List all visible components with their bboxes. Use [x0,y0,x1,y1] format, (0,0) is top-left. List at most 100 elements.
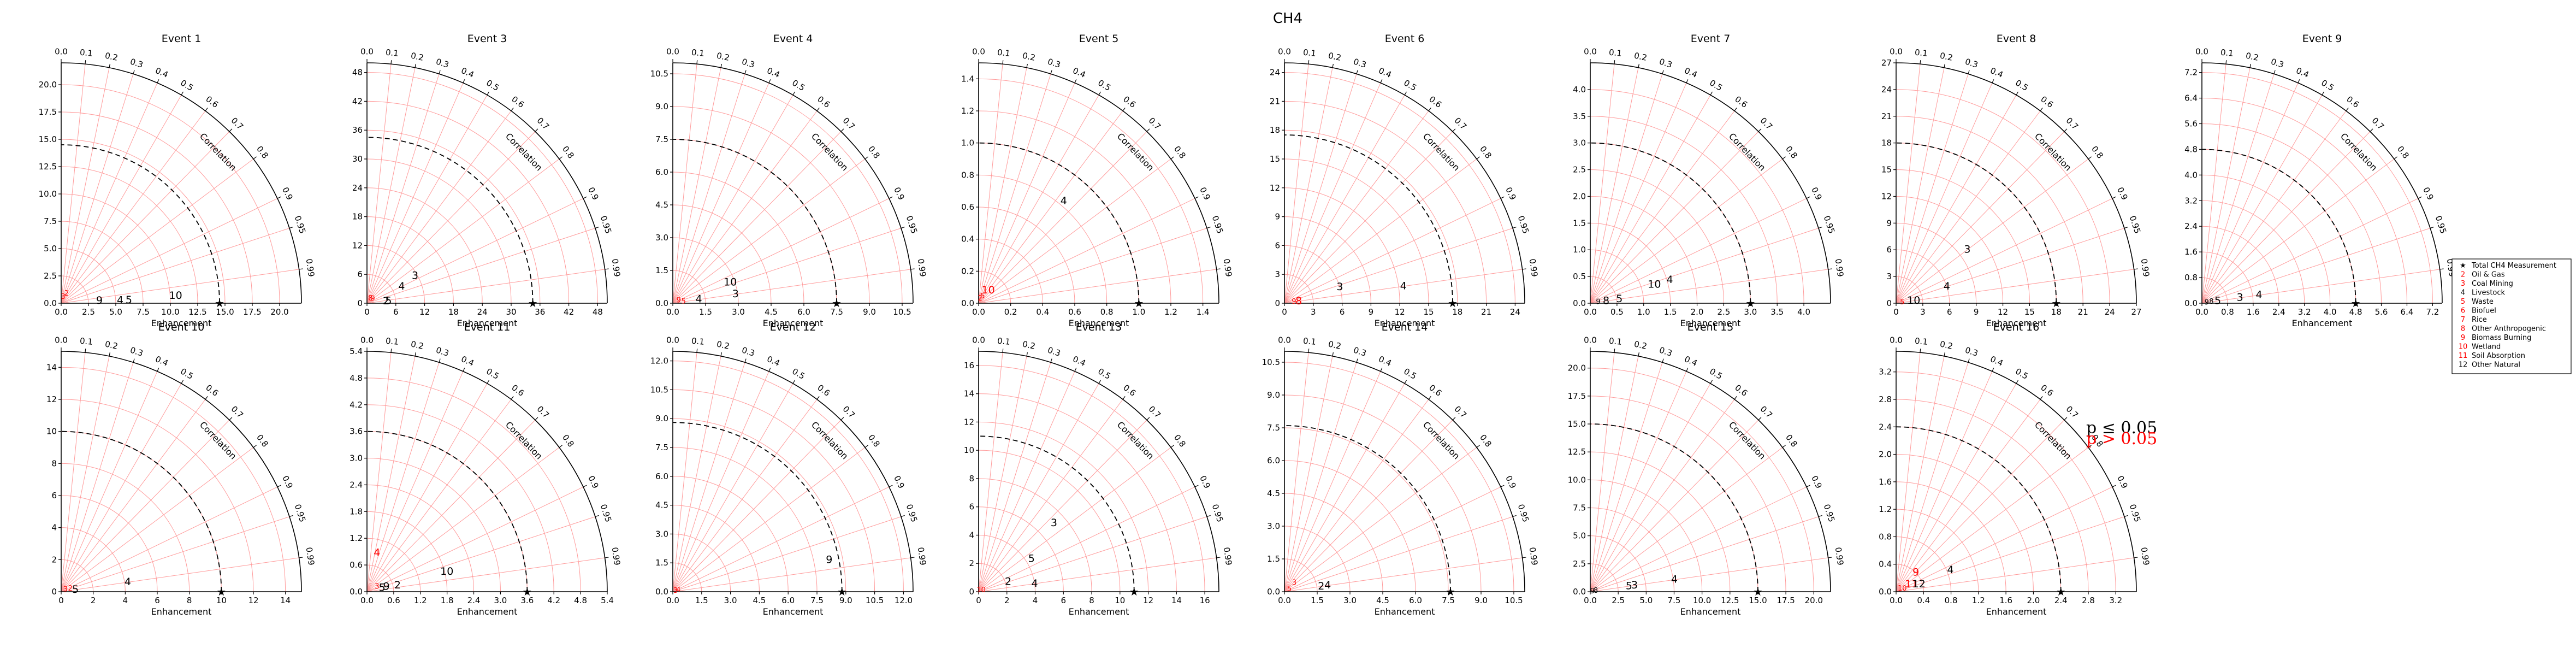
legend-marker: 7 [2461,316,2465,324]
correlation-axis-label: Correlation [198,420,239,462]
y-tick-label: 15.0 [39,134,57,144]
x-tick-label: 21 [2078,307,2088,317]
x-tick-label: 17.5 [1776,596,1795,605]
reference-arc [1896,426,2062,592]
correlation-tick [816,108,820,111]
panel-title: Event 5 [1079,33,1119,45]
reference-arc [2201,149,2356,304]
correlation-tick-label: 0.6 [2344,94,2361,110]
y-tick-label: 3.0 [655,233,668,243]
correlation-tick [864,156,868,160]
y-tick-label: 30 [352,154,363,164]
x-tick-label: 3.0 [494,596,507,605]
y-tick-label: 10.0 [1568,475,1586,485]
correlation-gridline [1896,269,2134,304]
point-source-4: 4 [1061,195,1067,207]
correlation-tick-label: 0.5 [2014,366,2030,381]
correlation-tick [1170,445,1174,448]
correlation-gridline [1590,352,1615,592]
correlation-tick [1638,63,1639,68]
y-tick-label: 1.5 [655,266,668,275]
correlation-tick-label: 0.9 [2115,186,2130,202]
correlation-tick [2124,226,2128,229]
x-tick-label: 5.0 [1639,596,1653,605]
x-tick-label: 10.5 [1505,596,1523,605]
legend-label: Biomass Burning [2472,334,2531,342]
y-tick-label: 4.8 [2184,144,2198,154]
point-source-4: 4 [374,546,380,558]
correlation-tick-label: 0.99 [1833,258,1846,278]
y-tick-label: 1.0 [1573,245,1586,255]
point-source-9: 9 [1292,298,1296,306]
correlation-gridline [1896,95,2017,304]
correlation-tick-label: 0.6 [204,382,220,398]
correlation-tick-label: 0.9 [1198,186,1212,202]
std-gridline [61,248,116,304]
x-tick-label: 15 [2024,307,2035,317]
correlation-tick-label: 0.8 [2089,144,2105,161]
std-gridline [61,221,144,304]
correlation-tick-label: 0.5 [179,78,195,93]
taylor-panel-5: 00 3 3 6 6 9 9 12 12 15 15 18 18 21 21 24 24 0.0 0.1 0.2 0.3… [1270,33,1539,328]
correlation-gridline [1896,362,1969,592]
y-tick-label: 6 [357,269,363,279]
correlation-tick [559,156,562,160]
x-tick-label: 5.4 [601,596,614,605]
legend-marker: 12 [2459,361,2468,369]
x-tick-label: 4.8 [574,596,587,605]
point-source-3: 3 [63,586,68,594]
point-source-3: 3 [375,583,379,591]
std-gridline [61,84,280,304]
correlation-gridline [978,362,1051,592]
x-tick-label: 2.4 [2272,307,2285,317]
correlation-tick [816,396,820,400]
legend-marker: 6 [2461,307,2465,315]
correlation-tick-label: 0.2 [716,339,731,351]
y-tick-label: 0 [1886,298,1892,308]
correlation-gridline [2201,110,2347,304]
correlation-tick-label: 0.9 [1809,186,1824,202]
correlation-tick-label: 0.4 [1071,66,1087,80]
correlation-tick [1074,368,1077,372]
y-tick-label: 2.0 [1879,450,1892,459]
correlation-tick-label: 0.0 [666,47,679,57]
y-tick-label: 3.2 [2184,196,2198,205]
x-axis-label: Enhancement [457,606,518,617]
correlation-gridline [1284,82,1381,304]
correlation-gridline [1590,486,1807,592]
correlation-tick [583,485,587,487]
correlation-tick-label: 0.99 [2139,546,2152,566]
correlation-tick-label: 0.3 [741,345,756,358]
correlation-tick-label: 0.3 [2270,57,2285,70]
std-gridline [978,534,1036,592]
point-source-4: 4 [125,576,131,588]
correlation-tick-label: 0.1 [1302,48,1317,58]
correlation-tick [1074,79,1077,83]
correlation-tick-label: 0.3 [1658,57,1673,70]
y-tick-label: 4.0 [1573,85,1586,95]
point-source-10: 10 [724,276,737,288]
correlation-gridline [61,228,290,304]
x-tick-label: 12 [419,307,430,317]
x-tick-label: 0.5 [1610,307,1624,317]
correlation-tick [205,108,208,111]
y-tick-label: 0.6 [350,560,363,570]
x-tick-label: 12 [1143,596,1153,605]
y-tick-label: 5.0 [44,244,57,254]
outer-arc [1896,351,2137,592]
outer-arc [1284,351,1525,592]
y-tick-label: 14 [964,389,974,399]
legend-label: Biofuel [2472,307,2496,315]
std-gridline [1896,169,2030,304]
correlation-tick-label: 0.99 [1527,546,1540,566]
correlation-tick [205,396,208,400]
correlation-gridline [366,557,605,592]
correlation-gridline [61,420,230,592]
std-gridline [1590,249,1644,304]
correlation-tick-label: 0.2 [104,339,119,351]
x-tick-label: 14 [280,596,291,605]
correlation-tick [439,358,441,363]
correlation-tick-label: 0.4 [154,66,170,80]
x-axis-label: Enhancement [1069,318,1129,328]
correlation-tick [1818,226,1822,229]
